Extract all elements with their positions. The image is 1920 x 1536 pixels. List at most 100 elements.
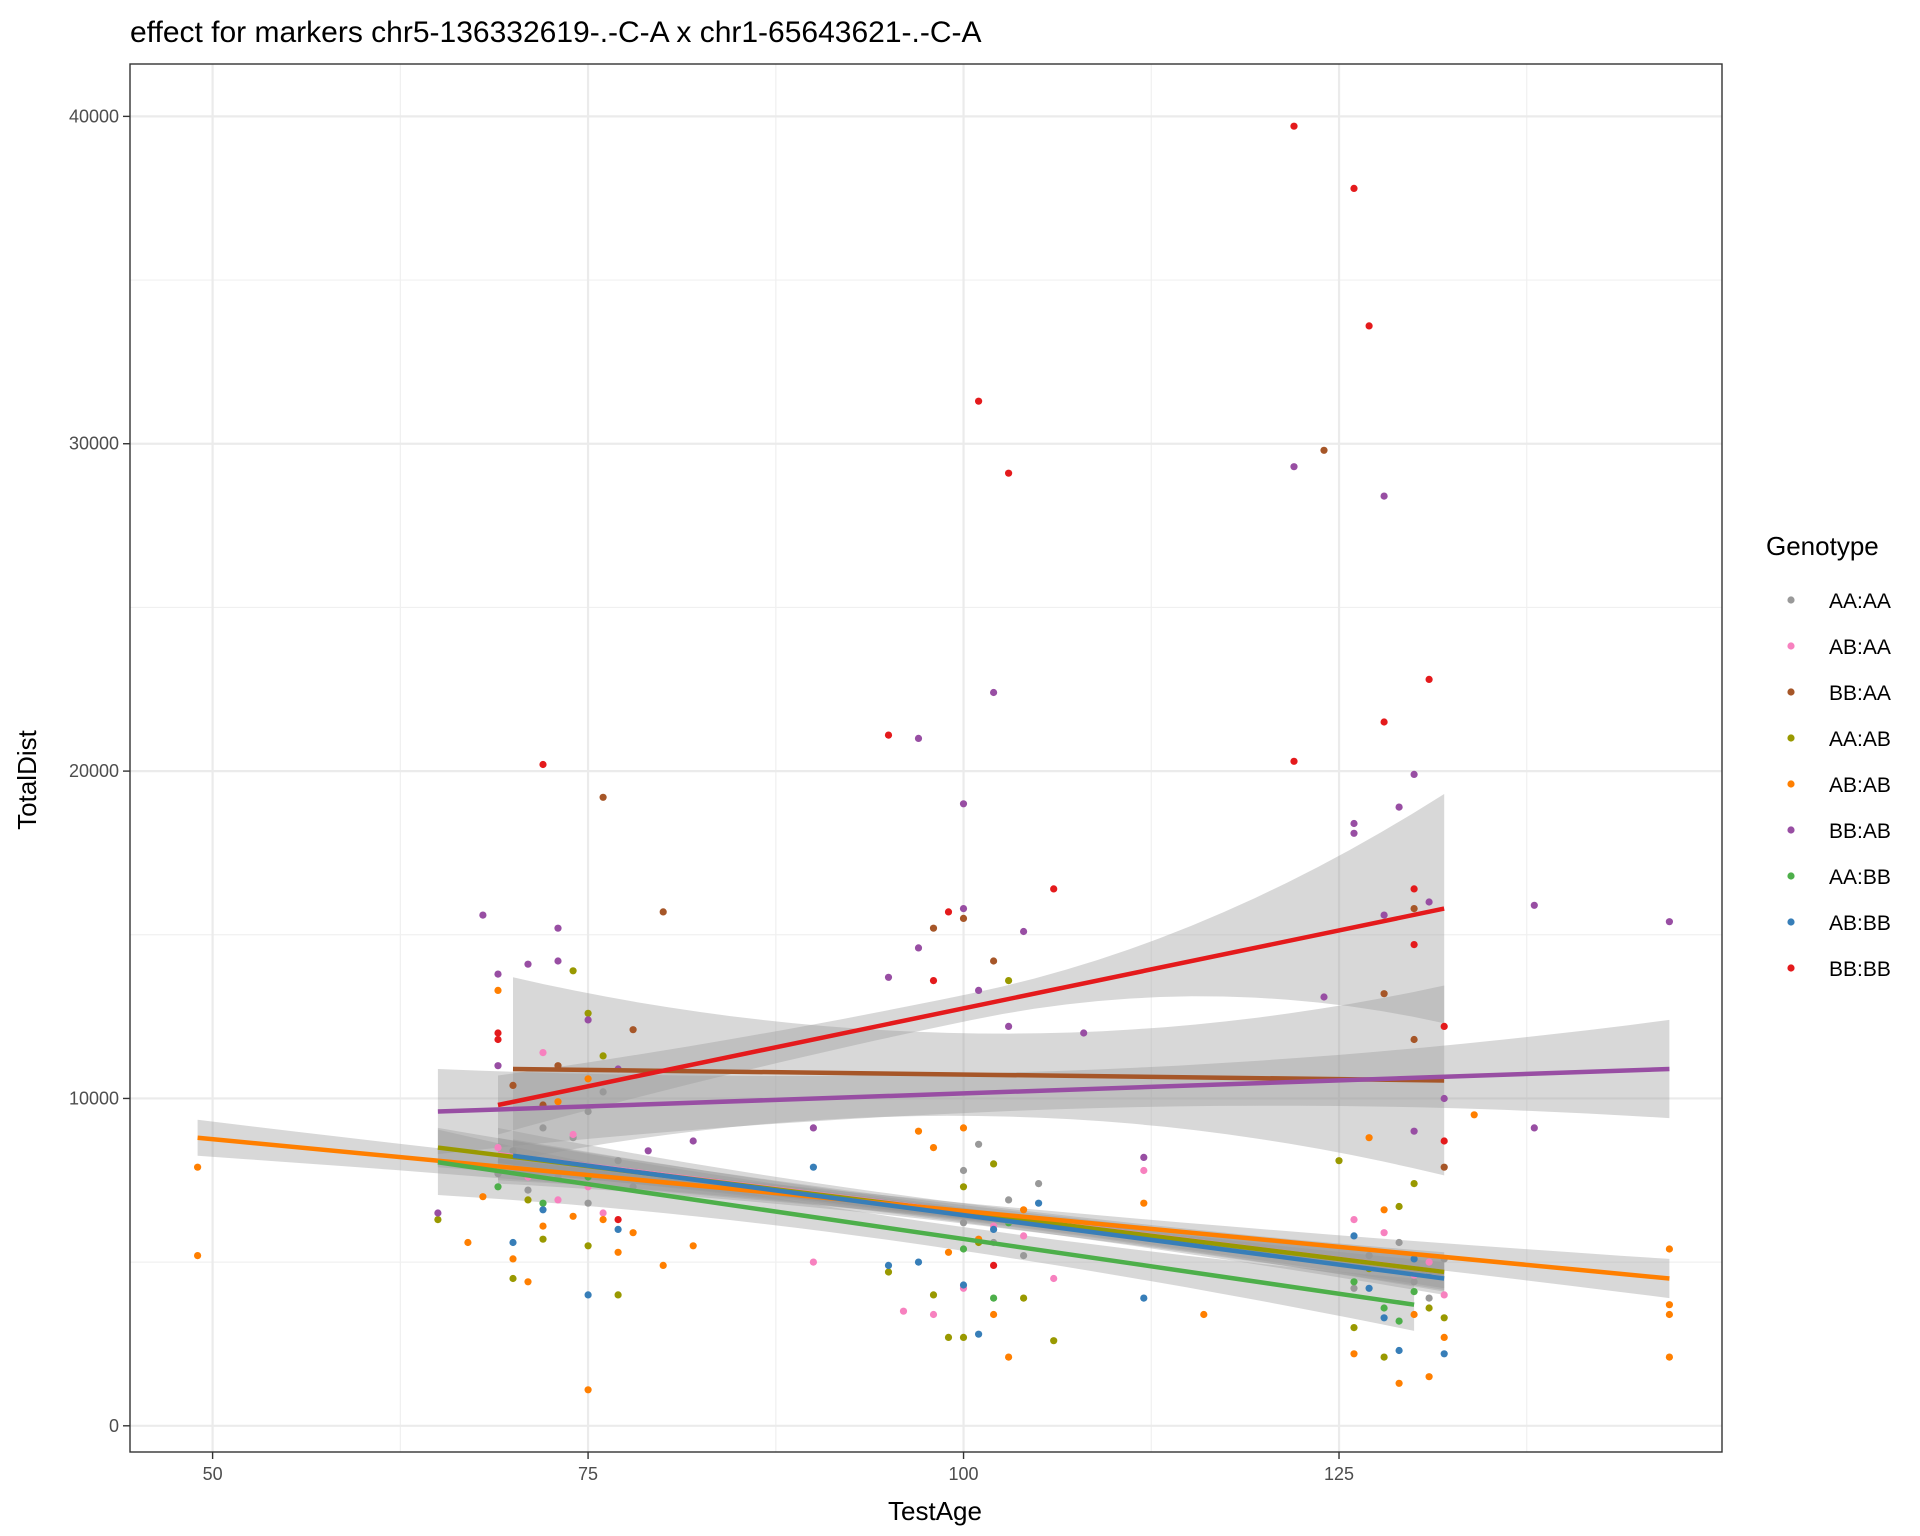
point-BB-BB	[1050, 885, 1058, 893]
point-AB-AB	[599, 1216, 607, 1224]
point-AA-AB	[434, 1216, 442, 1224]
point-AB-BB	[990, 1225, 998, 1233]
point-AB-AA	[1380, 1229, 1388, 1237]
point-AB-AB	[1140, 1199, 1148, 1207]
y-tick-label: 0	[109, 1416, 119, 1436]
point-AB-AB	[1425, 1373, 1433, 1381]
point-AA-AA	[1425, 1294, 1433, 1302]
point-AA-AB	[959, 1333, 968, 1341]
y-tick-label: 10000	[69, 1088, 119, 1108]
legend-label: AB:AB	[1829, 774, 1891, 797]
point-AB-BB	[539, 1206, 547, 1214]
point-AA-AB	[1350, 1324, 1358, 1332]
point-BB-AB	[1665, 918, 1673, 926]
legend-key-AA-BB	[1787, 872, 1795, 880]
legend-key-BB-AA	[1787, 688, 1795, 696]
point-AA-BB	[539, 1199, 547, 1207]
point-BB-AB	[1020, 927, 1028, 936]
point-AB-AA	[599, 1209, 607, 1217]
point-AA-AA	[539, 1124, 547, 1132]
point-AB-BB	[884, 1261, 893, 1269]
x-tick-label: 100	[949, 1464, 979, 1484]
point-AA-AA	[614, 1157, 622, 1165]
y-tick-label: 20000	[69, 761, 119, 781]
point-BB-AA	[1380, 990, 1388, 998]
point-AA-AA	[599, 1088, 607, 1096]
x-tick-label: 75	[578, 1464, 598, 1484]
point-BB-AB	[1395, 803, 1403, 811]
point-AB-AB	[539, 1222, 547, 1230]
y-tick-label: 30000	[69, 434, 119, 454]
point-AB-BB	[959, 1281, 968, 1289]
point-BB-BB	[929, 977, 938, 985]
point-BB-BB	[1290, 757, 1298, 765]
point-BB-AB	[479, 911, 487, 919]
point-AA-AB	[944, 1333, 953, 1341]
y-axis-title: TotalDist	[12, 729, 42, 829]
point-BB-AA	[929, 924, 938, 932]
point-BB-AB	[554, 957, 562, 965]
point-BB-AB	[1530, 1124, 1538, 1132]
point-AA-BB	[494, 1183, 502, 1191]
point-AA-AB	[539, 1235, 547, 1243]
point-AB-AA	[1440, 1291, 1448, 1299]
x-axis: 50 75 100 125	[203, 1452, 1354, 1484]
point-BB-AA	[1410, 1035, 1418, 1044]
y-axis: 0 10000 20000 30000 40000	[69, 106, 130, 1436]
point-BB-AB	[1005, 1022, 1013, 1030]
point-AB-AB	[1020, 1206, 1028, 1214]
point-BB-AB	[1530, 901, 1538, 909]
legend-label: AA:AA	[1829, 590, 1891, 613]
point-AB-AB	[1380, 1206, 1388, 1214]
point-AA-AA	[1410, 1278, 1418, 1286]
point-AB-AB	[194, 1163, 202, 1171]
point-BB-AB	[584, 1016, 592, 1024]
point-AB-BB	[614, 1225, 622, 1233]
point-AB-BB	[1350, 1232, 1358, 1240]
point-AA-AB	[524, 1196, 532, 1204]
point-AA-BB	[1350, 1278, 1358, 1286]
point-BB-AB	[554, 924, 562, 932]
point-AA-AB	[584, 1242, 592, 1250]
point-AA-AA	[1005, 1196, 1013, 1204]
legend-label: AB:BB	[1829, 912, 1891, 935]
legend-key-AA-AB	[1787, 734, 1795, 742]
point-BB-BB	[1365, 322, 1373, 330]
legend: Genotype AA:AA AB:AA BB:AA AA:AB AB:AB BB:AB A…	[1766, 531, 1891, 981]
point-AB-AB	[929, 1144, 938, 1152]
point-AB-AB	[689, 1242, 697, 1250]
point-AB-AB	[1005, 1353, 1013, 1361]
point-AB-AA	[1350, 1216, 1358, 1224]
point-BB-AB	[1425, 898, 1433, 906]
point-BB-AA	[990, 957, 998, 965]
point-AB-AA	[1020, 1232, 1028, 1240]
grid	[130, 64, 1722, 1452]
point-BB-AA	[959, 914, 968, 923]
point-AB-AB	[1440, 1333, 1448, 1341]
point-BB-AB	[494, 970, 502, 978]
point-AB-AA	[899, 1307, 908, 1315]
point-AB-AB	[659, 1261, 667, 1269]
point-AA-AA	[509, 1147, 517, 1155]
point-AA-AA	[959, 1166, 968, 1175]
point-AB-BB	[975, 1330, 983, 1338]
point-AB-AB	[1365, 1134, 1373, 1142]
point-BB-AA	[1320, 446, 1328, 454]
point-AB-AB	[1200, 1310, 1208, 1319]
point-AB-BB	[1410, 1255, 1418, 1263]
point-BB-AB	[1350, 829, 1358, 837]
point-AB-AB	[194, 1252, 202, 1260]
point-AA-BB	[1410, 1288, 1418, 1296]
point-BB-BB	[884, 731, 893, 739]
point-BB-AB	[494, 1062, 502, 1070]
point-AA-AA	[959, 1219, 968, 1227]
point-BB-AB	[914, 734, 923, 743]
point-AB-BB	[584, 1291, 592, 1299]
point-AB-AA	[809, 1258, 818, 1266]
legend-key-BB-BB	[1787, 964, 1795, 972]
point-AB-AB	[464, 1238, 472, 1247]
point-AB-BB	[1365, 1284, 1373, 1292]
point-AB-AA	[1425, 1258, 1433, 1266]
chart-title: effect for markers chr5-136332619-.-C-A …	[130, 16, 982, 49]
